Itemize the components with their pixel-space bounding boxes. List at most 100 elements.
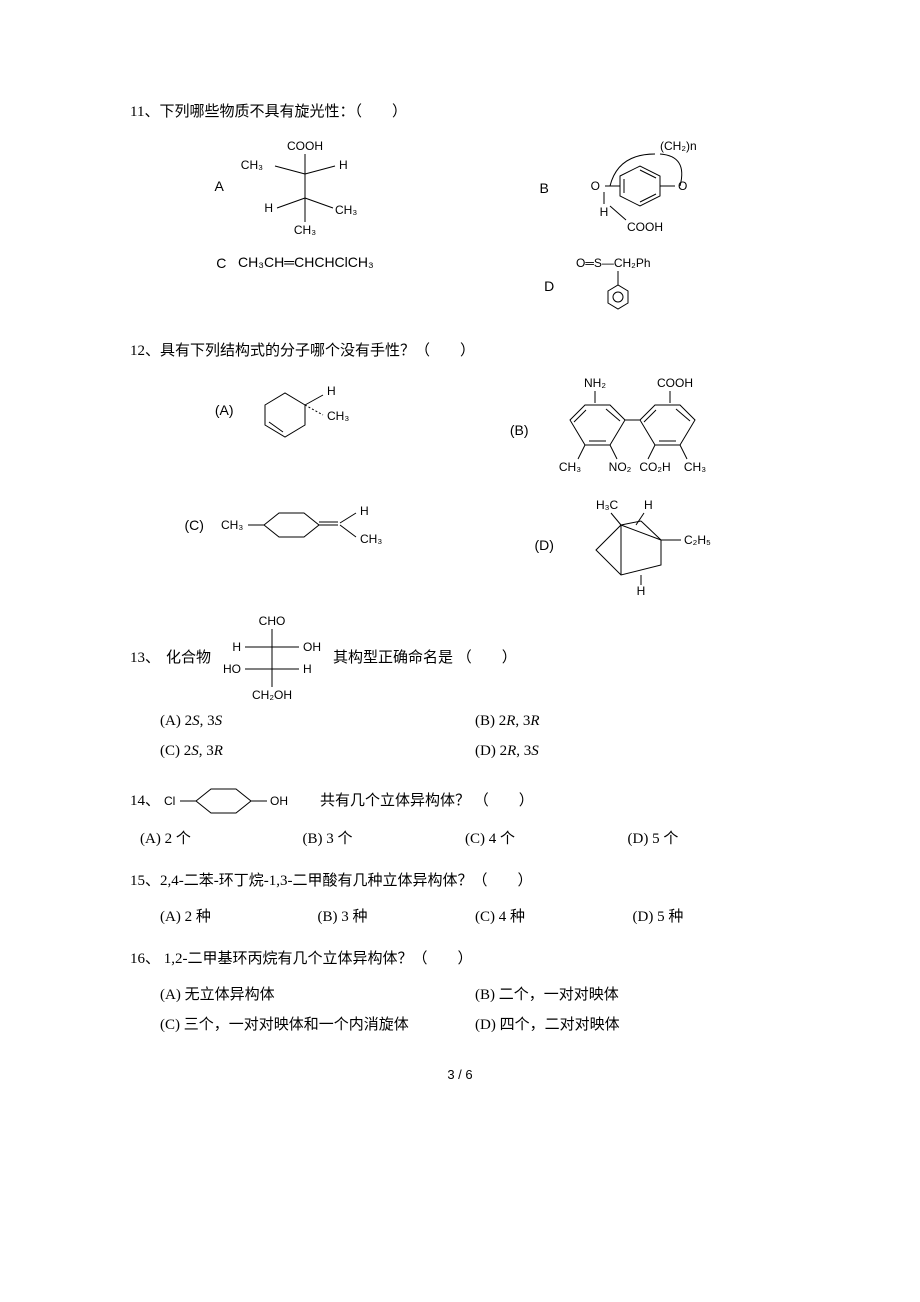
svg-text:CH₃: CH₃: [221, 518, 243, 532]
q12-row1: (A) H CH₃ (B) NH₂ COOH: [130, 375, 790, 485]
q11-b-label: B: [540, 177, 549, 199]
svg-text:CH₃: CH₃: [559, 460, 581, 474]
svg-text:COOH: COOH: [627, 220, 663, 234]
q14-stem: 14、 Cl OH 共有几个立体异构体？ （ ）: [130, 781, 790, 821]
q12-a-label: (A): [215, 399, 234, 421]
svg-text:H: H: [636, 584, 645, 595]
q11-d-structure: O═S—CH₂Ph: [566, 251, 706, 321]
q16-text: 16、 1,2-二甲基环丙烷有几个立体异构体？（ ）: [130, 947, 790, 971]
q11-a-structure: COOH CH₃ H H CH₃ CH₃: [235, 136, 375, 236]
q11-b-structure: (CH₂)n O O H COOH: [560, 136, 710, 241]
q11-optB: B (CH₂)n O O H COOH: [460, 136, 790, 241]
q11-text: 11、下列哪些物质不具有旋光性：（ ）: [130, 100, 790, 124]
q12-d-structure: H₃C H C₂H₅ H: [566, 495, 716, 595]
q14-opts: (A) 2 个 (B) 3 个 (C) 4 个 (D) 5 个: [140, 827, 790, 851]
svg-text:CH₃: CH₃: [684, 460, 706, 474]
question-16: 16、 1,2-二甲基环丙烷有几个立体异构体？（ ） (A) 无立体异构体 (B…: [130, 947, 790, 1037]
q14-structure: Cl OH: [160, 781, 310, 821]
svg-text:CH₃: CH₃: [327, 409, 349, 423]
svg-text:O: O: [678, 179, 687, 193]
question-12: 12、具有下列结构式的分子哪个没有手性？（ ） (A) H CH₃ (B) NH…: [130, 339, 790, 595]
q16-opt-b: (B) 二个，一对对映体: [475, 983, 790, 1007]
q11-d-label: D: [544, 275, 554, 297]
q16-opt-d: (D) 四个，二对对映体: [475, 1013, 790, 1037]
q15-opt-a: (A) 2 种: [160, 905, 318, 929]
q11-c-formula: CH₃CH═CHCHClCH₃: [238, 254, 374, 270]
q11-row1: A COOH CH₃ H H CH₃ CH₃ B (CH₂)n: [130, 136, 790, 241]
q14-opt-c: (C) 4 个: [465, 827, 628, 851]
svg-text:H: H: [327, 384, 336, 398]
question-11: 11、下列哪些物质不具有旋光性：（ ） A COOH CH₃ H H CH₃ C…: [130, 100, 790, 321]
svg-text:CH₂OH: CH₂OH: [252, 688, 292, 702]
svg-text:H: H: [303, 662, 312, 676]
svg-text:H: H: [265, 201, 274, 215]
q13-opt-b: (B) 2R, 3R: [475, 709, 790, 733]
q12-a-structure: H CH₃: [245, 375, 375, 445]
q12-optC: (C) CH₃ H CH₃: [130, 495, 460, 595]
q16-opts-row2: (C) 三个，一对对映体和一个内消旋体 (D) 四个，二对对映体: [160, 1013, 790, 1037]
q12-c-label: (C): [184, 514, 203, 536]
q13-opt-c: (C) 2S, 3R: [160, 739, 475, 763]
q12-b-structure: NH₂ COOH CH₃ NO₂: [540, 375, 740, 485]
q11-optC: C CH₃CH═CHCHClCH₃: [130, 251, 460, 321]
q13-opt-d: (D) 2R, 3S: [475, 739, 790, 763]
q13-fischer: CHO H OH HO H CH₂OH: [217, 613, 327, 703]
svg-text:Cl: Cl: [164, 794, 175, 808]
q15-opt-c: (C) 4 种: [475, 905, 633, 929]
q14-opt-b: (B) 3 个: [303, 827, 466, 851]
q13-prefix: 化合物: [166, 646, 211, 670]
svg-text:H: H: [360, 504, 369, 518]
q12-number: 12、: [130, 343, 160, 359]
svg-text:CH₃: CH₃: [241, 158, 263, 172]
q14-opt-a: (A) 2 个: [140, 827, 303, 851]
svg-text:C₂H₅: C₂H₅: [684, 533, 711, 547]
svg-text:COOH: COOH: [657, 376, 693, 390]
q14-number: 14、: [130, 789, 160, 813]
svg-text:O: O: [591, 179, 600, 193]
q14-opt-d: (D) 5 个: [628, 827, 791, 851]
q16-body: 1,2-二甲基环丙烷有几个立体异构体？（ ）: [160, 951, 473, 967]
svg-text:H₃C: H₃C: [596, 498, 619, 512]
svg-text:OH: OH: [270, 794, 288, 808]
q16-opts-row1: (A) 无立体异构体 (B) 二个，一对对映体: [160, 983, 790, 1007]
q11-optD: D O═S—CH₂Ph: [460, 251, 790, 321]
q11-number: 11、: [130, 104, 159, 120]
q12-c-structure: CH₃ H CH₃: [216, 495, 406, 555]
svg-text:COOH: COOH: [287, 139, 323, 153]
svg-text:OH: OH: [303, 640, 321, 654]
question-15: 15、2,4-二苯-环丁烷-1,3-二甲酸有几种立体异构体？（ ） (A) 2 …: [130, 869, 790, 929]
svg-text:H: H: [339, 158, 348, 172]
q15-text: 15、2,4-二苯-环丁烷-1,3-二甲酸有几种立体异构体？（ ）: [130, 869, 790, 893]
q16-opt-a: (A) 无立体异构体: [160, 983, 475, 1007]
svg-text:H: H: [232, 640, 241, 654]
q14-text: 共有几个立体异构体？ （ ）: [320, 789, 534, 813]
q11-optA: A COOH CH₃ H H CH₃ CH₃: [130, 136, 460, 241]
page-number: 3 / 6: [130, 1065, 790, 1086]
q15-body: 2,4-二苯-环丁烷-1,3-二甲酸有几种立体异构体？（ ）: [160, 873, 532, 889]
question-13: 13、 化合物 CHO H OH HO H CH₂OH 其构型正确命名是 （ ）…: [130, 613, 790, 763]
q13-stem: 13、 化合物 CHO H OH HO H CH₂OH 其构型正确命名是 （ ）: [130, 613, 790, 703]
svg-text:H: H: [644, 498, 653, 512]
q13-number: 13、: [130, 646, 160, 670]
q11-c-label: C: [216, 252, 226, 274]
q13-opts-row1: (A) 2S, 3S (B) 2R, 3R: [160, 709, 790, 733]
q16-opt-c: (C) 三个，一对对映体和一个内消旋体: [160, 1013, 475, 1037]
q12-body: 具有下列结构式的分子哪个没有手性？（ ）: [160, 343, 475, 359]
svg-text:HO: HO: [223, 662, 241, 676]
svg-text:CH₃: CH₃: [335, 203, 357, 217]
svg-text:O═S—CH₂Ph: O═S—CH₂Ph: [576, 256, 651, 270]
svg-text:NO₂: NO₂: [609, 460, 632, 474]
q16-number: 16、: [130, 951, 160, 967]
q12-optA: (A) H CH₃: [130, 375, 460, 485]
q11-body: 下列哪些物质不具有旋光性：（ ）: [159, 104, 407, 120]
q15-opt-b: (B) 3 种: [318, 905, 476, 929]
q12-optB: (B) NH₂ COOH CH₃: [460, 375, 790, 485]
svg-text:CH₃: CH₃: [360, 532, 382, 546]
svg-text:H: H: [600, 205, 609, 219]
q12-row2: (C) CH₃ H CH₃ (D) H₃C H: [130, 495, 790, 595]
q12-text: 12、具有下列结构式的分子哪个没有手性？（ ）: [130, 339, 790, 363]
q11-row2: C CH₃CH═CHCHClCH₃ D O═S—CH₂Ph: [130, 251, 790, 321]
q15-opts: (A) 2 种 (B) 3 种 (C) 4 种 (D) 5 种: [160, 905, 790, 929]
question-14: 14、 Cl OH 共有几个立体异构体？ （ ） (A) 2 个 (B) 3 个…: [130, 781, 790, 851]
q12-optD: (D) H₃C H C₂H₅ H: [460, 495, 790, 595]
